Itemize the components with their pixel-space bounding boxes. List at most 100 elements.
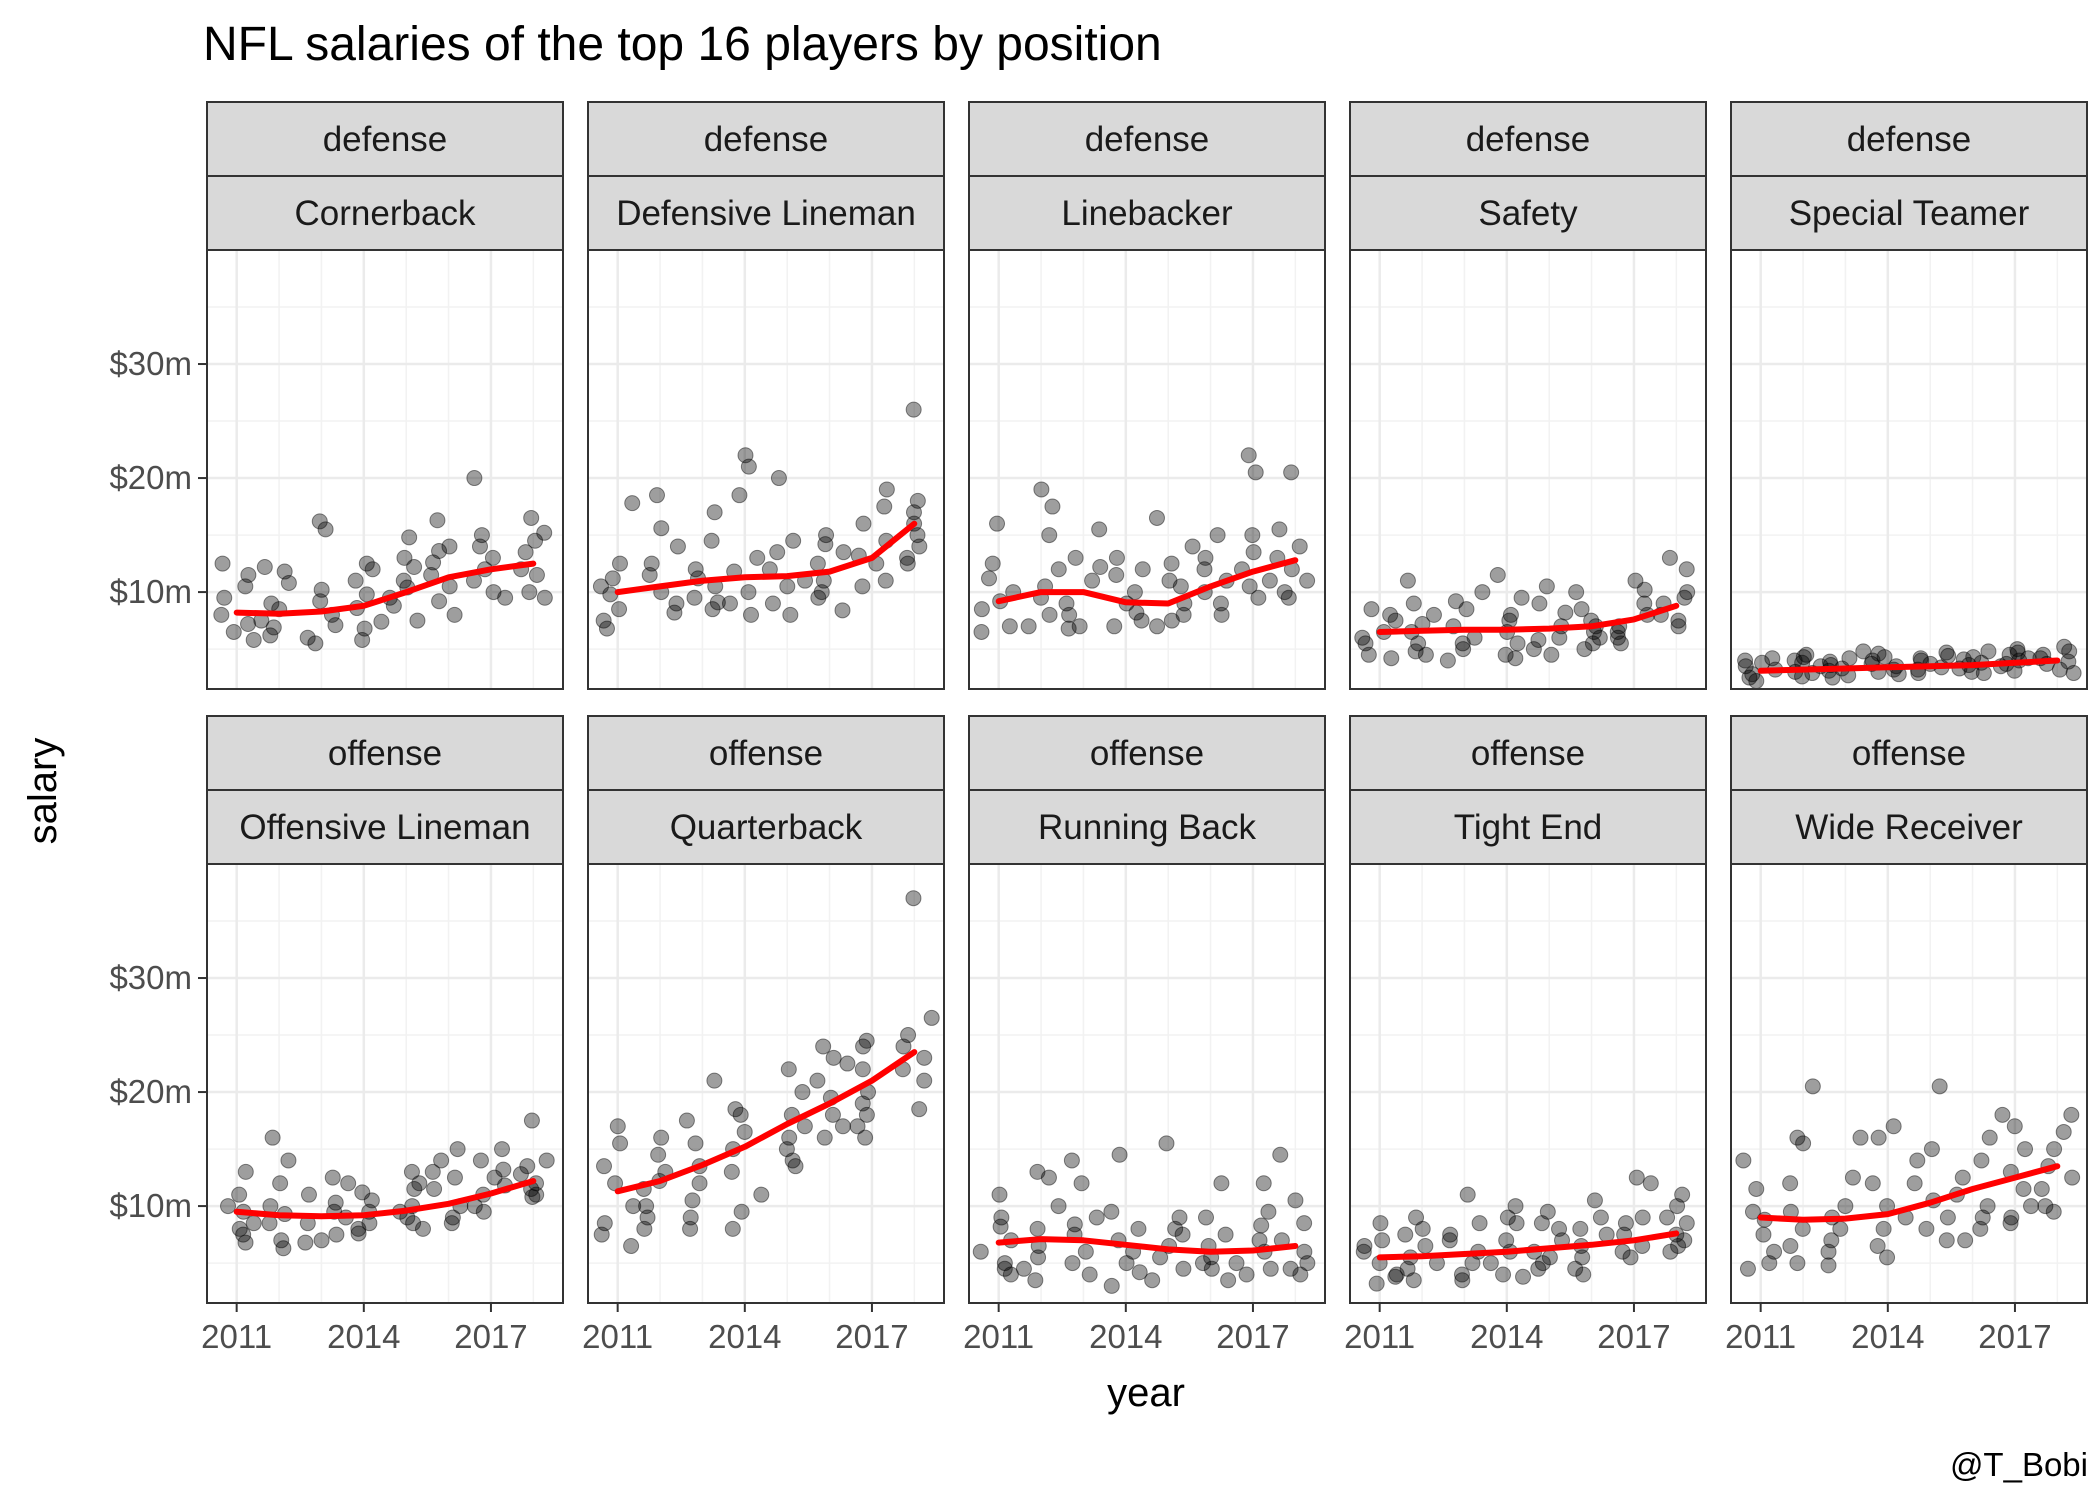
data-point	[1131, 1264, 1148, 1281]
data-point	[2033, 1180, 2050, 1197]
data-point	[1363, 601, 1380, 618]
smooth-trend-line	[995, 1236, 1299, 1255]
data-point	[1534, 1255, 1551, 1272]
data-point	[682, 1209, 699, 1226]
data-point	[275, 1240, 292, 1257]
data-point	[1979, 1198, 1996, 1215]
data-point	[612, 1135, 629, 1152]
data-point	[787, 1158, 804, 1175]
data-point	[769, 544, 786, 561]
data-point	[1271, 521, 1288, 538]
data-point	[1103, 1277, 1120, 1294]
data-point	[1974, 1209, 1991, 1226]
data-point	[911, 1101, 928, 1118]
data-point	[2015, 1180, 2032, 1197]
data-point	[1538, 578, 1555, 595]
data-point	[877, 572, 894, 589]
data-point	[648, 487, 665, 504]
data-point	[216, 589, 233, 606]
data-point	[596, 1158, 613, 1175]
data-point	[911, 538, 928, 555]
data-point	[1844, 1169, 1861, 1186]
data-point	[1029, 1163, 1046, 1180]
facet-strip-position-label: Cornerback	[295, 194, 476, 233]
data-point	[973, 601, 990, 618]
data-point	[1678, 561, 1695, 578]
data-point	[1612, 635, 1629, 652]
data-point	[686, 589, 703, 606]
data-point	[1408, 1209, 1425, 1226]
data-point	[1441, 1232, 1458, 1249]
facet-strip-side-label: offense	[1471, 734, 1585, 773]
data-point	[1133, 612, 1150, 629]
data-point	[1497, 646, 1514, 663]
data-point	[512, 1166, 529, 1183]
data-point	[1066, 1216, 1083, 1233]
data-point	[1627, 572, 1644, 589]
data-point	[650, 1146, 667, 1163]
data-point	[1876, 649, 1893, 666]
data-point	[1050, 561, 1067, 578]
data-point	[1622, 1249, 1639, 1266]
data-point	[1108, 549, 1125, 566]
y-tick-label: $20m	[109, 459, 192, 496]
data-point	[307, 635, 324, 652]
data-point	[2037, 1198, 2054, 1215]
data-point	[1261, 572, 1278, 589]
data-point	[2056, 638, 2073, 655]
x-tick-label: 2014	[1851, 1318, 1924, 1355]
data-point	[854, 578, 871, 595]
data-point	[1909, 1152, 1926, 1169]
y-tick-label: $20m	[109, 1073, 192, 1110]
data-point	[595, 612, 612, 629]
data-point	[1551, 1220, 1568, 1237]
data-point	[1282, 1260, 1299, 1277]
data-point	[1407, 643, 1424, 660]
data-point	[431, 593, 448, 610]
data-point	[354, 1184, 371, 1201]
data-point	[824, 1106, 841, 1123]
smooth-trend-line	[614, 520, 918, 596]
data-point	[1940, 647, 1957, 664]
data-point	[1584, 635, 1601, 652]
data-point	[1197, 549, 1214, 566]
data-point	[444, 1209, 461, 1226]
data-point	[1557, 604, 1574, 621]
data-point	[1662, 1243, 1679, 1260]
data-point	[611, 555, 628, 572]
data-point	[2063, 1106, 2080, 1123]
data-point	[1175, 606, 1192, 623]
data-point	[1498, 1232, 1515, 1249]
data-point	[809, 555, 826, 572]
data-point	[1171, 1209, 1188, 1226]
data-point	[395, 572, 412, 589]
data-point	[1283, 464, 1300, 481]
data-point	[406, 558, 423, 575]
data-point	[666, 604, 683, 621]
data-point	[1669, 1198, 1686, 1215]
data-point	[1764, 650, 1781, 667]
data-point	[1824, 669, 1841, 686]
data-point	[991, 1186, 1008, 1203]
data-point	[895, 1038, 912, 1055]
data-point	[1455, 641, 1472, 658]
data-point	[1060, 620, 1077, 637]
data-point	[473, 527, 490, 544]
x-tick-label: 2014	[1089, 1318, 1162, 1355]
data-point	[1405, 1272, 1422, 1289]
facet-strip-side	[968, 101, 1326, 177]
data-point	[809, 1072, 826, 1089]
data-point	[1091, 521, 1108, 538]
smooth-trend-line	[233, 1178, 537, 1220]
data-point	[300, 1186, 317, 1203]
data-point	[1015, 1260, 1032, 1277]
data-point	[1541, 1249, 1558, 1266]
data-point	[527, 532, 544, 549]
data-point	[736, 1123, 753, 1140]
data-point	[523, 509, 540, 526]
data-point	[1453, 1266, 1470, 1283]
data-point	[1073, 1175, 1090, 1192]
data-point	[1417, 646, 1434, 663]
data-point	[475, 1203, 492, 1220]
data-point	[328, 1226, 345, 1243]
